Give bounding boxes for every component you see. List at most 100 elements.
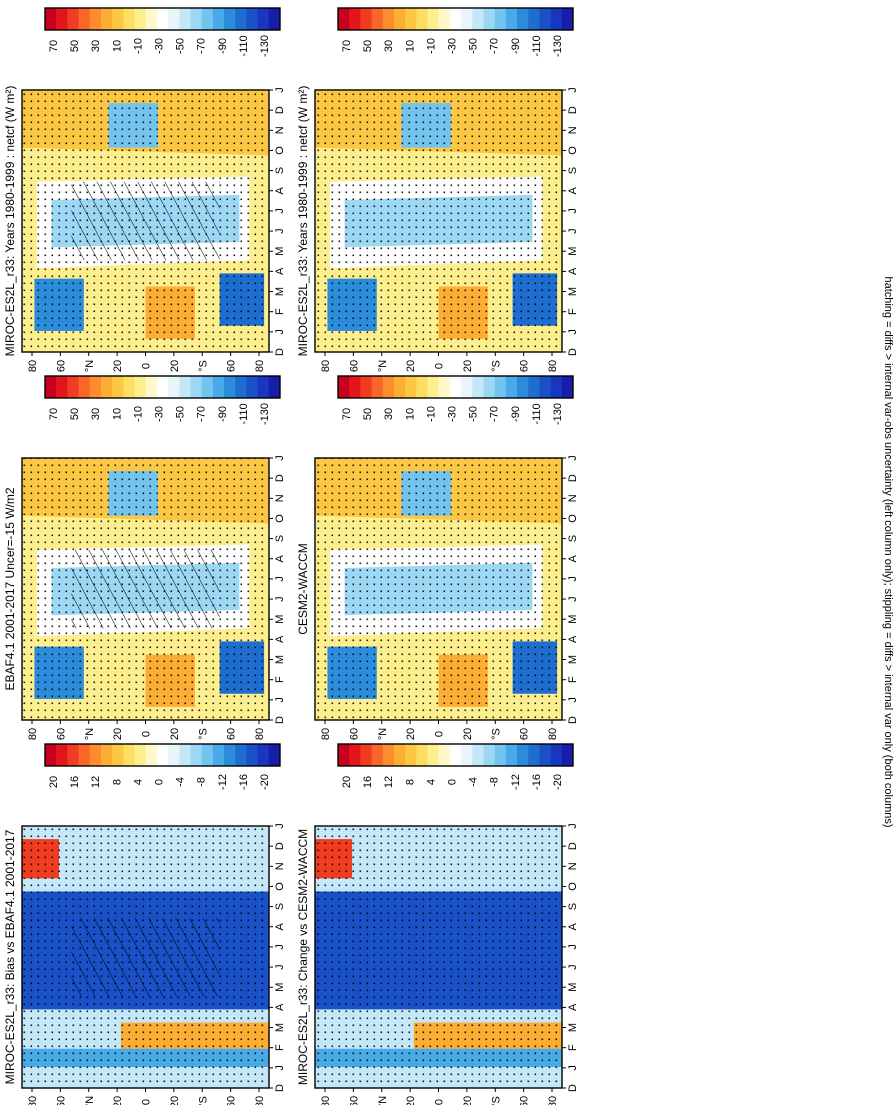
colorbar-swatch: [112, 376, 124, 398]
x-tick-label: J: [274, 964, 286, 970]
y-tick-label: 60: [226, 360, 238, 372]
colorbar-label: 30: [383, 40, 395, 52]
colorbar-label: -8: [489, 777, 501, 787]
colorbar-swatch: [539, 376, 552, 398]
x-tick-label: J: [567, 823, 579, 829]
stippling-overlay: [315, 826, 562, 1088]
colorbar-swatch: [405, 376, 417, 398]
colorbar-swatch: [168, 8, 180, 30]
colorbar-label: 70: [341, 408, 353, 420]
colorbar-swatch: [416, 8, 429, 30]
x-tick-label: A: [567, 267, 579, 275]
y-tick-label: 80: [320, 1096, 332, 1105]
panel-title: EBAF4.1 2001-2017 Uncer=-15 W/m2: [3, 487, 17, 690]
x-tick-label: D: [274, 106, 286, 114]
colorbar-swatch: [156, 8, 169, 30]
colorbar-swatch: [449, 8, 462, 30]
colorbar-swatch: [190, 376, 203, 398]
x-tick-label: M: [274, 287, 286, 296]
colorbar-swatch: [89, 744, 102, 766]
x-tick-label: M: [567, 615, 579, 624]
y-tick-label: 80: [254, 1096, 266, 1105]
colorbar-label: 12: [90, 776, 102, 788]
x-tick-label: N: [274, 126, 286, 134]
colorbar-swatch: [100, 744, 113, 766]
x-tick-label: S: [274, 167, 286, 174]
colorbar-label: -130: [259, 35, 271, 57]
x-tick-label: J: [567, 944, 579, 950]
x-tick-label: J: [274, 823, 286, 829]
x-tick-label: N: [567, 862, 579, 870]
y-tick-label: 0: [141, 363, 153, 369]
colorbar-swatch: [483, 8, 496, 30]
y-tick-label: 60: [55, 360, 67, 372]
stippling-overlay: [315, 90, 562, 352]
panel-bottom-left: MIROC-ES2L_r33: Bias vs EBAF4.1 2001-201…: [3, 743, 286, 1108]
panel-title: MIROC-ES2L_r33: Years 1980-1999 : netcf …: [296, 86, 310, 357]
colorbar-label: 16: [362, 776, 374, 788]
x-tick-label: M: [567, 247, 579, 256]
y-tick-label: 20: [462, 360, 474, 372]
colorbar-label: -10: [132, 406, 144, 422]
x-tick-label: J: [567, 228, 579, 234]
x-tick-label: J: [274, 697, 286, 703]
colorbar-label: 70: [341, 40, 353, 52]
colorbar-swatch: [168, 744, 180, 766]
colorbar-swatch: [235, 8, 247, 30]
y-tick-label: 60: [348, 1096, 360, 1105]
colorbar-label: 4: [425, 779, 437, 785]
colorbar-label: 16: [69, 776, 81, 788]
colorbar-label: -12: [217, 774, 229, 790]
colorbar-swatch: [349, 376, 361, 398]
colorbar-label: 10: [404, 408, 416, 420]
colorbar-label: 30: [383, 408, 395, 420]
colorbar-label: -130: [259, 403, 271, 425]
x-tick-label: M: [567, 655, 579, 664]
x-tick-label: O: [567, 882, 579, 891]
colorbar-label: -90: [217, 406, 229, 422]
colorbar-swatch: [134, 744, 147, 766]
y-tick-label: 60: [226, 1096, 238, 1105]
colorbar-swatch: [505, 376, 518, 398]
colorbar-label: -30: [154, 406, 166, 422]
x-tick-label: O: [274, 514, 286, 523]
x-tick-label: J: [567, 576, 579, 582]
y-tick-label: °N: [84, 360, 96, 372]
x-tick-label: J: [274, 455, 286, 461]
colorbar-swatch: [224, 744, 236, 766]
x-tick-label: J: [567, 87, 579, 93]
colorbar-label: -8: [196, 777, 208, 787]
colorbar-label: -16: [531, 774, 543, 790]
x-tick-label: S: [567, 903, 579, 910]
y-tick-label: °N: [84, 728, 96, 740]
x-tick-label: J: [274, 208, 286, 214]
x-tick-label: A: [274, 267, 286, 275]
x-tick-label: S: [567, 535, 579, 542]
x-tick-label: N: [274, 494, 286, 502]
colorbar-label: 50: [362, 408, 374, 420]
colorbar-swatch: [134, 8, 147, 30]
x-tick-label: M: [567, 983, 579, 992]
x-tick-label: J: [567, 964, 579, 970]
colorbar-swatch: [393, 744, 406, 766]
x-tick-label: M: [274, 247, 286, 256]
panel-title: MIROC-ES2L_r33: Change vs CESM2-WACCM: [296, 829, 310, 1085]
colorbar-swatch: [427, 376, 440, 398]
y-tick-label: °S: [490, 1096, 502, 1105]
colorbar-swatch: [405, 744, 417, 766]
y-tick-label: 20: [405, 728, 417, 740]
colorbar-swatch: [268, 744, 281, 766]
colorbar-swatch: [505, 8, 518, 30]
colorbar-swatch: [190, 8, 203, 30]
colorbar-swatch: [246, 744, 259, 766]
colorbar-frame: [337, 743, 574, 767]
colorbar-swatch: [360, 744, 373, 766]
colorbar-swatch: [472, 744, 484, 766]
x-tick-label: A: [274, 922, 286, 930]
x-tick-label: J: [567, 596, 579, 602]
colorbar-swatch: [371, 376, 384, 398]
panel-bottom-right: MIROC-ES2L_r33: Change vs CESM2-WACCM D J F…: [296, 743, 579, 1108]
panel-title: MIROC-ES2L_r33: Years 1980-1999 : netcf …: [3, 86, 17, 357]
colorbar-swatch: [78, 744, 91, 766]
y-tick-label: °N: [84, 1096, 96, 1105]
